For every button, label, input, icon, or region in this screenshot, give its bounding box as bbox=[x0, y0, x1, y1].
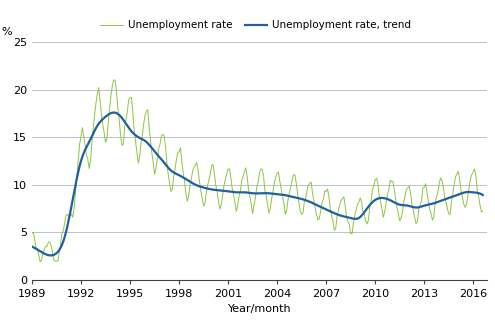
Unemployment rate, trend bbox=[436, 199, 442, 203]
Unemployment rate, trend bbox=[29, 244, 35, 248]
Unemployment rate, trend bbox=[48, 253, 54, 257]
Unemployment rate bbox=[445, 207, 450, 211]
Legend: Unemployment rate, Unemployment rate, trend: Unemployment rate, Unemployment rate, tr… bbox=[97, 16, 415, 35]
Unemployment rate bbox=[436, 181, 442, 185]
Unemployment rate bbox=[29, 231, 35, 235]
Unemployment rate, trend bbox=[111, 111, 117, 115]
Unemployment rate, trend bbox=[445, 196, 450, 200]
Line: Unemployment rate: Unemployment rate bbox=[32, 80, 483, 262]
Unemployment rate bbox=[480, 210, 486, 213]
Unemployment rate bbox=[37, 260, 43, 264]
Unemployment rate, trend bbox=[396, 202, 401, 206]
Line: Unemployment rate, trend: Unemployment rate, trend bbox=[32, 113, 483, 255]
Unemployment rate bbox=[396, 212, 401, 215]
Unemployment rate, trend bbox=[401, 203, 407, 207]
Unemployment rate, trend bbox=[325, 208, 331, 212]
Unemployment rate bbox=[206, 178, 212, 181]
Unemployment rate bbox=[325, 187, 331, 191]
X-axis label: Year/month: Year/month bbox=[228, 304, 291, 315]
Unemployment rate, trend bbox=[206, 187, 212, 191]
Unemployment rate bbox=[401, 200, 407, 204]
Y-axis label: %: % bbox=[1, 27, 12, 37]
Unemployment rate bbox=[111, 78, 117, 82]
Unemployment rate, trend bbox=[480, 193, 486, 197]
